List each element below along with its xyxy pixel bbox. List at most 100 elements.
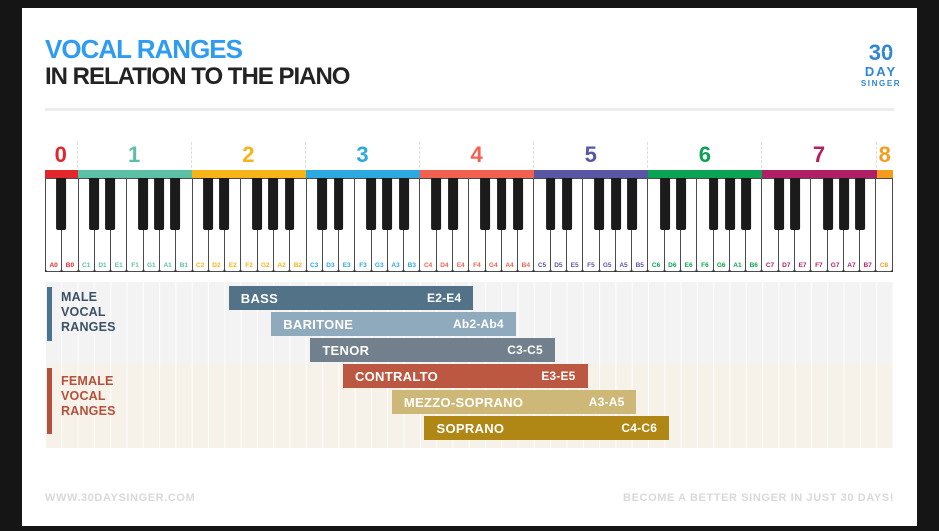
group-accent-bar [47, 368, 52, 434]
octave-color-bar-row [45, 170, 893, 178]
range-bar-name: BARITONE [283, 316, 354, 332]
group-label: FEMALE VOCAL RANGES [61, 374, 116, 419]
octave-number-5: 5 [534, 142, 649, 168]
key-label: D6 [668, 262, 677, 269]
black-key [382, 178, 393, 230]
key-label: A0 [49, 262, 58, 269]
black-key [513, 178, 523, 230]
black-key [89, 178, 99, 230]
range-bar-name: TENOR [322, 342, 370, 358]
range-bar-name: MEZZO-SOPRANO [403, 394, 524, 410]
group-label-line: VOCAL [61, 389, 106, 403]
octave-number-2: 2 [192, 142, 306, 168]
key-label: C7 [765, 262, 775, 269]
group-label-line: FEMALE [61, 374, 114, 388]
key-label: G1 [146, 262, 156, 269]
key-label: D1 [98, 262, 107, 269]
website-url: WWW.30DAYSINGER.COM [45, 492, 196, 504]
black-key [627, 178, 637, 230]
black-key [333, 178, 344, 230]
key-label: D5 [554, 262, 563, 269]
key-label: F7 [815, 262, 823, 269]
page-subtitle: IN RELATION TO THE PIANO [45, 63, 350, 90]
octave-color-bar-5 [534, 170, 649, 178]
piano-keyboard: A0 B0 C1 D1 E1 F1 G1 A1 B1 C2 D2 E2 F2 G2 A2 B2 C3 D3 E3 F3… [45, 178, 893, 272]
range-bar-value: E2-E4 [427, 291, 462, 305]
footer-tagline: BECOME A BETTER SINGER IN JUST 30 DAYS! [623, 492, 894, 504]
key-label: D7 [782, 262, 791, 269]
key-label: C4 [423, 262, 433, 269]
key-label: G3 [374, 262, 384, 269]
octave-color-bar-6 [648, 170, 763, 178]
key-label: A1 [163, 262, 172, 269]
range-bar-soprano: SOPRANO C4-C6 [424, 416, 670, 440]
range-bar-value: A3-A5 [588, 395, 625, 409]
key-label: E5 [570, 262, 579, 269]
key-label: B3 [407, 262, 416, 269]
thirty-day-singer-logo: 30 ★ DAY SINGER [855, 42, 907, 88]
group-label-line: RANGES [61, 320, 116, 334]
octave-color-bar-0 [45, 170, 78, 178]
key-label: B0 [65, 262, 75, 269]
key-label: C1 [82, 262, 91, 269]
key-label: G4 [488, 262, 498, 269]
octave-number-6: 6 [648, 142, 763, 168]
logo-singer: SINGER [860, 79, 902, 88]
key-label: B4 [521, 262, 530, 269]
infographic-card: VOCAL RANGES IN RELATION TO THE PIANO 30… [22, 8, 917, 526]
key-label: E6 [684, 262, 693, 269]
key-label: B7 [863, 262, 872, 269]
black-key [480, 178, 491, 230]
key-label: E1 [114, 262, 123, 269]
star-icon: ★ [883, 48, 891, 58]
octave-color-bar-7 [762, 170, 877, 178]
key-label: E7 [798, 262, 807, 269]
group-label-line: MALE [61, 290, 98, 304]
key-label: A3 [391, 262, 400, 269]
black-key [137, 178, 148, 230]
key-label: F4 [473, 262, 481, 269]
male-vocal-ranges-group: MALE VOCAL RANGES BASS E2-E4 BARITONE Ab2-Ab4 T… [45, 282, 893, 364]
black-key [105, 178, 116, 230]
black-key [203, 178, 213, 230]
key-label: A5 [619, 262, 628, 269]
black-key [839, 178, 849, 230]
group-label: MALE VOCAL RANGES [61, 290, 116, 335]
black-key [170, 178, 181, 230]
range-bar-name: SOPRANO [436, 420, 505, 436]
page-title: VOCAL RANGES [45, 34, 243, 64]
black-key [496, 178, 507, 230]
range-bar-value: C4-C6 [621, 421, 658, 435]
octave-color-bar-1 [77, 170, 192, 178]
key-label: A4 [505, 262, 514, 269]
black-key [676, 178, 686, 230]
key-label: C8 [879, 262, 889, 269]
black-key [219, 178, 230, 230]
black-key [398, 178, 409, 230]
black-key [545, 178, 556, 230]
key-label: D2 [212, 262, 221, 269]
logo-day: DAY [864, 64, 898, 79]
key-label: F5 [587, 262, 595, 269]
key-label: D4 [440, 262, 449, 269]
key-label: G5 [602, 262, 612, 269]
key-label: E4 [456, 262, 465, 269]
black-key [56, 178, 67, 230]
key-label: A1 [733, 262, 742, 269]
range-bar-mezzo-soprano: MEZZO-SOPRANO A3-A5 [391, 390, 637, 414]
black-key [855, 178, 866, 230]
octave-number-8: 8 [878, 142, 891, 167]
range-bar-baritone: BARITONE Ab2-Ab4 [271, 312, 516, 336]
black-key [561, 178, 572, 230]
black-key [594, 178, 605, 230]
black-key [447, 178, 458, 230]
black-key [431, 178, 442, 230]
key-label: A7 [847, 262, 856, 269]
key-label: E2 [228, 262, 237, 269]
key-label: G6 [716, 262, 726, 269]
range-bar-value: E3-E5 [541, 369, 576, 383]
key-label: B1 [179, 262, 189, 269]
divider [45, 108, 894, 111]
